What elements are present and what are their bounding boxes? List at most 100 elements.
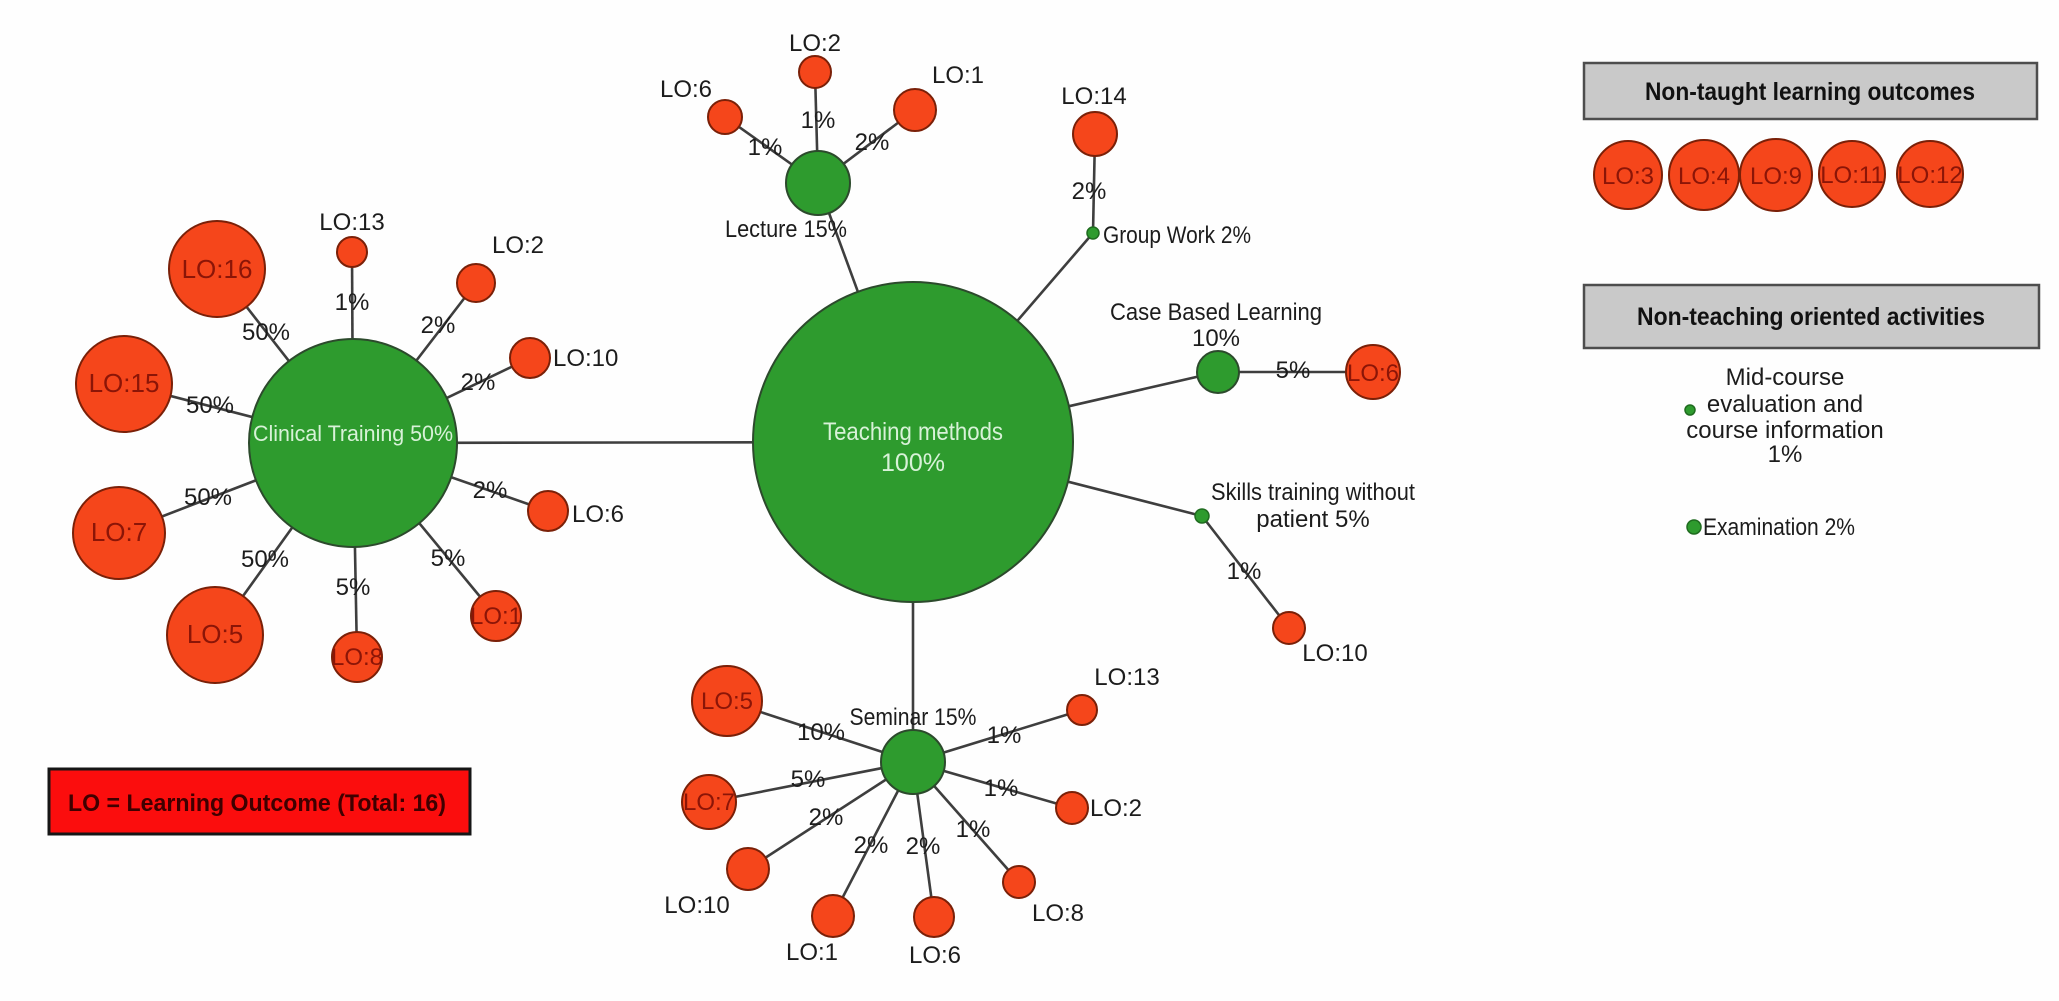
node-lecture-lo1-label: LO:1 [932, 62, 984, 89]
node-clinical-lo1-label: LO:1 [470, 603, 522, 630]
edge-pct-groupwork-lo14: 2% [1072, 178, 1107, 205]
node-clinical-lo5-label: LO:5 [187, 619, 243, 649]
cluster-clinical-training: Clinical Training 50% LO:16 50% LO:13 1%… [72, 209, 624, 684]
node-seminar-lo8-label: LO:8 [1032, 900, 1084, 927]
lecture-circle [785, 150, 851, 216]
skills-training-label-line1: Skills training without [1211, 479, 1415, 506]
edge-pct-skills-lo10: 1% [1227, 558, 1262, 585]
node-seminar-lo7-label: LO:7 [683, 789, 735, 816]
note-text: LO = Learning Outcome (Total: 16) [68, 790, 446, 817]
skills-training-label-line2: patient 5% [1256, 506, 1369, 533]
node-nontaught-lo11-label: LO:11 [1820, 162, 1884, 189]
node-nontaught-lo3-label: LO:3 [1602, 163, 1654, 190]
node-nontaught-lo4-label: LO:4 [1678, 163, 1730, 190]
non-teaching-title: Non-teaching oriented activities [1637, 303, 1985, 331]
case-based-circle [1196, 350, 1240, 394]
mid-course-line1: Mid-course [1726, 364, 1845, 391]
non-taught-title: Non-taught learning outcomes [1645, 78, 1975, 106]
node-clinical-lo16 [168, 220, 266, 318]
edge-pct-lecture-lo2: 1% [801, 107, 836, 134]
cluster-skills-training: Skills training without patient 5% LO:10… [1194, 479, 1415, 667]
mid-course-line3: course information [1686, 417, 1883, 444]
node-clinical-lo6-label: LO:6 [572, 501, 624, 528]
edge-pct-clinical-lo15: 50% [186, 392, 234, 419]
node-groupwork-lo14-label: LO:14 [1061, 83, 1126, 110]
note-rect [47, 767, 472, 836]
legend-non-taught: Non-taught learning outcomes LO:3 LO:4 L… [1582, 61, 2039, 212]
group-work-label: Group Work 2% [1103, 222, 1251, 249]
node-seminar-lo13-label: LO:13 [1094, 664, 1159, 691]
node-seminar-lo10-label: LO:10 [664, 892, 729, 919]
legend-non-teaching: Non-teaching oriented activities Mid-cou… [1582, 283, 2041, 541]
clinical-training-circle [248, 338, 458, 548]
node-skills-lo10-label: LO:10 [1302, 640, 1367, 667]
mid-course-line4: 1% [1768, 441, 1803, 468]
node-seminar-lo13 [1066, 694, 1098, 726]
edge-pct-clinical-lo7: 50% [184, 484, 232, 511]
edge-pct-clinical-lo2: 2% [421, 312, 456, 339]
seminar-label: Seminar 15% [850, 704, 977, 731]
group-work-dot [1086, 226, 1100, 240]
non-teaching-panel [1582, 283, 2041, 350]
edge-pct-lecture-lo6: 1% [748, 134, 783, 161]
teaching-methods-circle [752, 281, 1074, 603]
node-seminar-lo10 [726, 847, 770, 891]
node-clinical-lo2 [456, 263, 496, 303]
node-clinical-lo7 [72, 486, 166, 580]
node-lecture-lo6 [707, 99, 743, 135]
node-clinical-lo13-label: LO:13 [319, 209, 384, 236]
seminar-circle [880, 729, 946, 795]
note-box: LO = Learning Outcome (Total: 16) [47, 767, 472, 836]
cluster-group-work: Group Work 2% LO:14 2% [1061, 83, 1251, 249]
node-seminar-lo1-label: LO:1 [786, 939, 838, 966]
node-seminar-lo6 [913, 896, 955, 938]
node-nontaught-lo3 [1593, 140, 1663, 210]
examination-label: Examination 2% [1703, 514, 1855, 541]
edge-pct-lecture-lo1: 2% [855, 129, 890, 156]
node-seminar-lo7 [681, 774, 737, 830]
node-lecture-lo2 [798, 55, 832, 89]
node-clinical-lo8 [331, 631, 383, 683]
node-clinical-lo8-label: LO:8 [331, 644, 383, 671]
node-nontaught-lo9 [1739, 138, 1813, 212]
node-casebased-lo6-label: LO:6 [1347, 360, 1399, 387]
node-clinical-lo15-label: LO:15 [89, 368, 160, 398]
cluster-seminar: Seminar 15% LO:5 10% LO:7 5% LO:10 2% LO… [664, 664, 1159, 969]
edge-pct-clinical-lo6: 2% [473, 477, 508, 504]
edge-pct-seminar-lo2: 1% [984, 775, 1019, 802]
node-seminar-lo5 [691, 665, 763, 737]
node-nontaught-lo11 [1818, 140, 1886, 208]
node-skills-lo10 [1272, 611, 1306, 645]
node-clinical-lo16-label: LO:16 [182, 254, 253, 284]
node-seminar-lo6-label: LO:6 [909, 942, 961, 969]
clinical-training-label: Clinical Training 50% [253, 421, 453, 446]
node-clinical-lo15 [75, 335, 173, 433]
node-nontaught-lo12-label: LO:12 [1897, 162, 1962, 189]
node-lecture-lo2-label: LO:2 [789, 30, 841, 57]
node-seminar-lo2 [1055, 791, 1089, 825]
node-groupwork-lo14 [1072, 111, 1118, 157]
teaching-methods-label-line2: 100% [881, 449, 945, 477]
hub-teaching-methods: Teaching methods 100% [752, 281, 1074, 603]
edge-pct-seminar-lo1: 2% [854, 832, 889, 859]
node-clinical-lo5 [166, 586, 264, 684]
case-based-label-line2: 10% [1192, 325, 1240, 352]
node-clinical-lo2-label: LO:2 [492, 232, 544, 259]
node-clinical-lo10-label: LO:10 [553, 345, 618, 372]
cluster-lecture: Lecture 15% LO:6 1% LO:2 1% LO:1 2% [660, 30, 984, 243]
node-seminar-lo1 [811, 894, 855, 938]
mid-course-line2: evaluation and [1707, 391, 1863, 418]
node-nontaught-lo9-label: LO:9 [1750, 163, 1802, 190]
edge-pct-seminar-lo6: 2% [906, 833, 941, 860]
edge-pct-clinical-lo5: 50% [241, 546, 289, 573]
edge-pct-clinical-lo1: 5% [431, 545, 466, 572]
node-seminar-lo8 [1002, 865, 1036, 899]
node-casebased-lo6 [1345, 344, 1401, 400]
examination-dot [1686, 519, 1702, 535]
node-seminar-lo2-label: LO:2 [1090, 795, 1142, 822]
edge-pct-clinical-lo8: 5% [336, 574, 371, 601]
edge-skills-lo10 [1200, 515, 1291, 629]
edge-pct-clinical-lo16: 50% [242, 319, 290, 346]
edge-pct-seminar-lo5: 10% [797, 719, 845, 746]
